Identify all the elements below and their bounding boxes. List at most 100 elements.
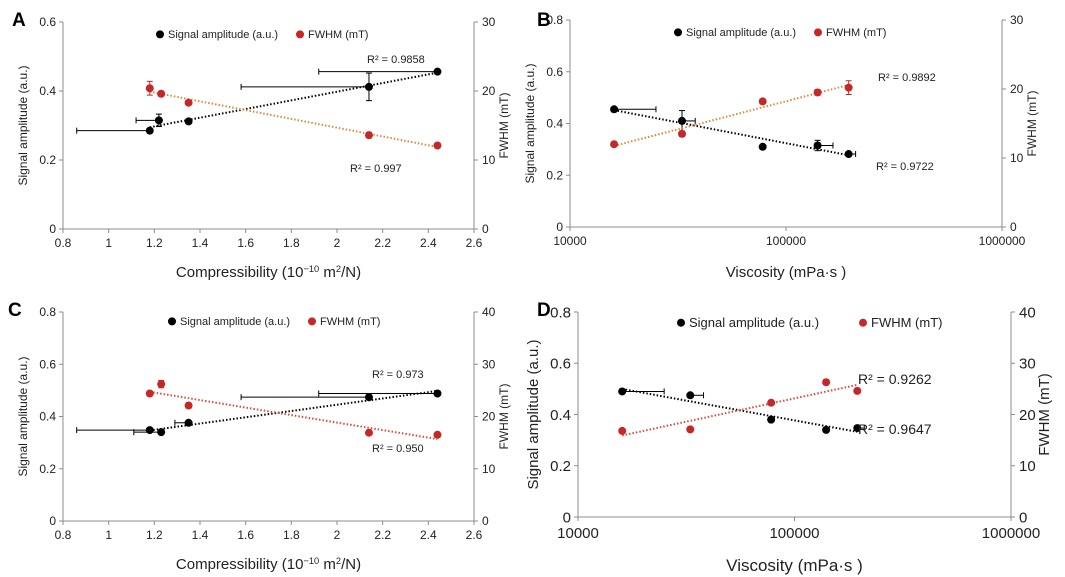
y-tick-label-left: 0.2 [550,458,571,475]
data-point [686,391,695,400]
chart-d: 10000 100000 100000000.20.40.60.8010203040… [525,304,1053,575]
data-point [157,89,166,98]
data-point [853,386,862,395]
y-tick-label-left: 0.6 [39,357,56,371]
data-point [618,426,627,435]
x-tick-label: 1.6 [237,236,254,250]
legend-label: Signal amplitude (a.u.) [168,29,278,41]
data-point [813,141,822,150]
panel-letter: D [537,300,551,321]
y-tick-label-left: 0.4 [550,407,571,424]
y-axis-title-right: FWHM (mT) [1036,373,1053,455]
y-tick-label-left: 0.4 [546,117,563,131]
y-tick-label-left: 0.4 [39,410,56,424]
x-tick-label: 1 [105,528,112,542]
y-tick-label-right: 30 [1010,13,1024,27]
legend-marker [674,28,682,37]
x-tick-label: 1 [105,236,112,250]
data-point [758,142,767,151]
trendline [613,84,849,147]
y-axis-title-right: FWHM (mT) [497,384,511,450]
y-tick-label-left: 0 [49,222,56,236]
x-tick-label: 2.6 [466,528,483,542]
panel-letter: C [8,300,22,321]
y-tick-label-right: 30 [482,357,496,371]
r-squared-label: R² = 0.9858 [367,54,425,66]
axis-title-part: Viscosity (mPa·s ) [726,556,863,575]
data-point [364,131,373,140]
axis-title-part: 2 [336,556,341,566]
axis-title-part: m [319,264,336,281]
y-tick-label-right: 0 [482,514,489,528]
r-squared-label: R² = 0.9892 [878,72,936,84]
legend-label: Signal amplitude (a.u.) [689,315,819,330]
y-axis-title-left: Signal amplitude (a.u.) [525,339,542,489]
x-tick-label: 1.8 [283,528,300,542]
y-tick-label-right: 0 [482,222,489,236]
axis-title-part: /N) [341,264,361,281]
data-point [767,398,776,407]
data-point [758,97,767,106]
x-tick-label: 100000 [769,525,819,542]
x-axis-title: Viscosity (mPa·s ) [726,556,863,575]
x-tick-label: 10000 [557,525,599,542]
data-point [433,430,442,439]
data-point [822,425,831,434]
x-tick-label: 0.8 [55,528,72,542]
data-point [364,428,373,437]
axis-title-part: Compressibility ( [176,556,287,573]
data-point [157,380,166,389]
x-tick-label: 2.2 [374,528,391,542]
y-tick-label-left: 0.6 [550,356,571,373]
data-point [184,117,193,126]
y-tick-label-left: 0.6 [39,15,56,29]
x-tick-label: 2.6 [466,236,483,250]
data-point [677,116,686,125]
data-point [610,140,619,149]
y-tick-label-left: 0.8 [39,305,56,319]
y-axis-title-left: Signal amplitude (a.u.) [523,63,537,183]
x-tick-label: 1000000 [979,234,1026,248]
y-axis-title-right: FWHM (mT) [497,93,511,159]
y-tick-label-right: 20 [482,410,496,424]
y-tick-label-left: 0.2 [39,153,56,167]
y-tick-label-right: 40 [1019,304,1036,321]
data-point [184,401,193,410]
x-tick-label: 10000 [553,234,587,248]
y-tick-label-right: 30 [1019,356,1036,373]
y-tick-label-left: 0 [556,220,563,234]
chart-panel-a: A 0.8 1 1.2 1.4 1.6 1.8 2 2.2 2.4 2.6 0 0.2 0.4 0.6 0 1… [0,0,532,290]
y-tick-label-right: 10 [482,462,496,476]
y-axis-title-right: FWHM (mT) [1025,91,1039,157]
x-tick-label: 1.2 [146,528,163,542]
r-squared-label: R² = 0.973 [372,369,424,381]
x-tick-label: 1.4 [192,236,209,250]
data-point [364,82,373,91]
y-tick-label-right: 20 [1019,407,1036,424]
x-tick-label: 1.4 [192,528,209,542]
y-tick-label-left: 0.6 [546,65,563,79]
data-point [364,393,373,402]
chart-panel-c: C 0.8 1 1.2 1.4 1.6 1.8 2 2.2 2.4 2.6 0 0.2 0.4 0.6 0.… [0,290,532,577]
axis-title-part: /N) [341,556,361,573]
data-point [844,83,853,92]
axis-title-part: 10 [287,556,304,573]
data-point [677,129,686,138]
panel-letter: B [537,10,551,31]
legend-marker [308,317,316,326]
chart-c: 0.8 1 1.2 1.4 1.6 1.8 2 2.2 2.4 2.600.20.40.60.80… [16,305,511,573]
x-tick-label: 1.8 [283,236,300,250]
r-squared-label: R² = 0.9262 [858,371,932,387]
legend-marker [168,317,176,326]
x-tick-label: 2 [334,236,341,250]
r-squared-label: R² = 0.950 [372,443,424,455]
x-axis-title: Viscosity (mPa·s ) [726,264,847,281]
data-point [813,88,822,97]
trendline [621,383,858,437]
x-axis-title: Compressibility (10−10 m2/N) [176,264,361,281]
data-point [618,387,627,396]
y-tick-label-left: 0.8 [546,13,563,27]
legend-label: Signal amplitude (a.u.) [686,27,796,39]
x-tick-label: 1.2 [146,236,163,250]
chart-a: 0.8 1 1.2 1.4 1.6 1.8 2 2.2 2.4 2.600.20.40.60102… [16,15,511,281]
